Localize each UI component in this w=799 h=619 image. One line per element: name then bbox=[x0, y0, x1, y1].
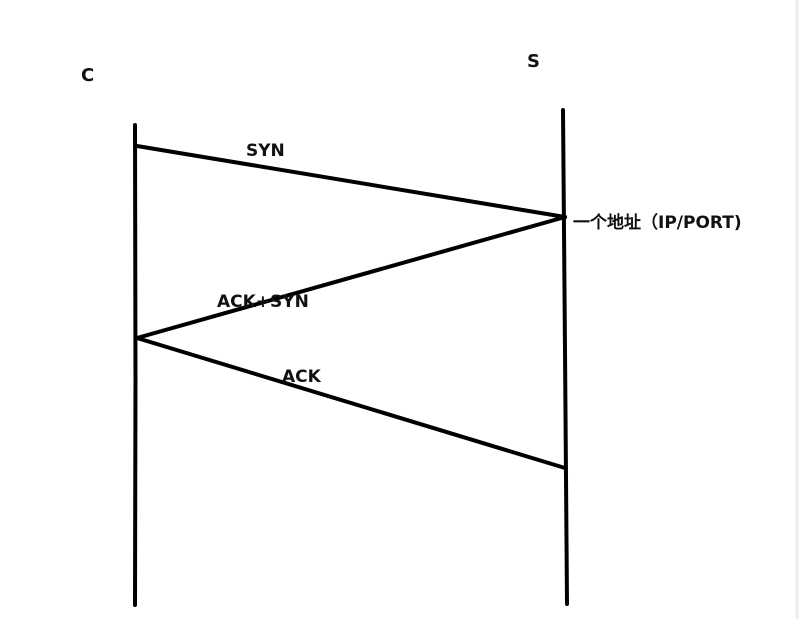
ack-syn-label: ACK+SYN bbox=[217, 292, 309, 312]
server-address-annotation: 一个地址（IP/PORT) bbox=[573, 212, 742, 233]
window-edge bbox=[795, 0, 799, 619]
ack-message-line bbox=[135, 336, 567, 470]
ack-label: ACK bbox=[282, 367, 322, 387]
client-label: C bbox=[81, 65, 94, 86]
client-lifeline bbox=[133, 123, 138, 607]
server-label: S bbox=[527, 51, 540, 72]
ack-syn-message-line bbox=[135, 215, 567, 340]
syn-message-line bbox=[135, 144, 567, 219]
server-lifeline bbox=[561, 108, 569, 606]
syn-label: SYN bbox=[246, 141, 285, 161]
